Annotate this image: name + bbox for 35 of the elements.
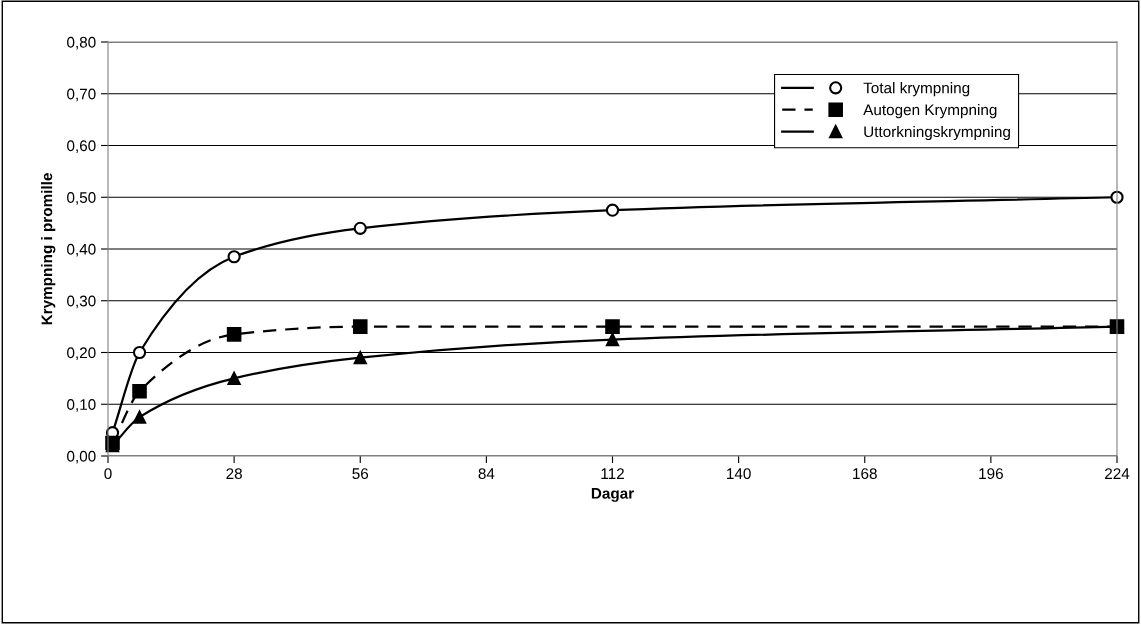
x-tick-label: 112 — [601, 468, 624, 479]
y-tick-label: 0,40 — [67, 243, 96, 257]
point — [353, 351, 367, 365]
y-tick-label: 0,60 — [67, 140, 96, 153]
y-tick-label: 0,10 — [67, 399, 96, 412]
x-tick-label: 224 — [1105, 468, 1130, 479]
y-tick-label: 0,20 — [67, 347, 96, 360]
point — [227, 250, 241, 264]
point — [132, 345, 147, 360]
y-tick-label: 0,00 — [67, 450, 96, 464]
x-axis-title: Dagar — [591, 488, 634, 502]
x-tick-label: 0 — [104, 468, 112, 480]
point — [605, 203, 620, 217]
point — [226, 327, 242, 342]
y-axis-title: Krympning i promille — [41, 173, 56, 325]
y-tick-label: 0,30 — [67, 295, 96, 309]
x-tick-label: 84 — [478, 468, 495, 480]
y-tick-label: 0,80 — [67, 36, 96, 50]
x-tick-label: 28 — [226, 468, 242, 480]
point — [605, 332, 620, 347]
point — [132, 384, 147, 399]
legend-label: Total krympning — [863, 82, 970, 97]
x-tick-label: 56 — [352, 468, 369, 480]
x-tick-label: 168 — [853, 468, 877, 480]
point — [132, 410, 147, 424]
y-tick-label: 0,50 — [67, 192, 96, 205]
x-tick-label: 196 — [979, 468, 1003, 480]
point — [352, 319, 368, 334]
y-tick-label: 0,70 — [67, 88, 96, 102]
legend-label: Uttorkningskrympning — [864, 125, 1010, 141]
x-tick-label: 140 — [727, 468, 751, 480]
point — [353, 221, 367, 235]
point — [605, 319, 620, 334]
point — [227, 371, 241, 385]
legend-label: Autogen Krympning — [863, 104, 997, 119]
